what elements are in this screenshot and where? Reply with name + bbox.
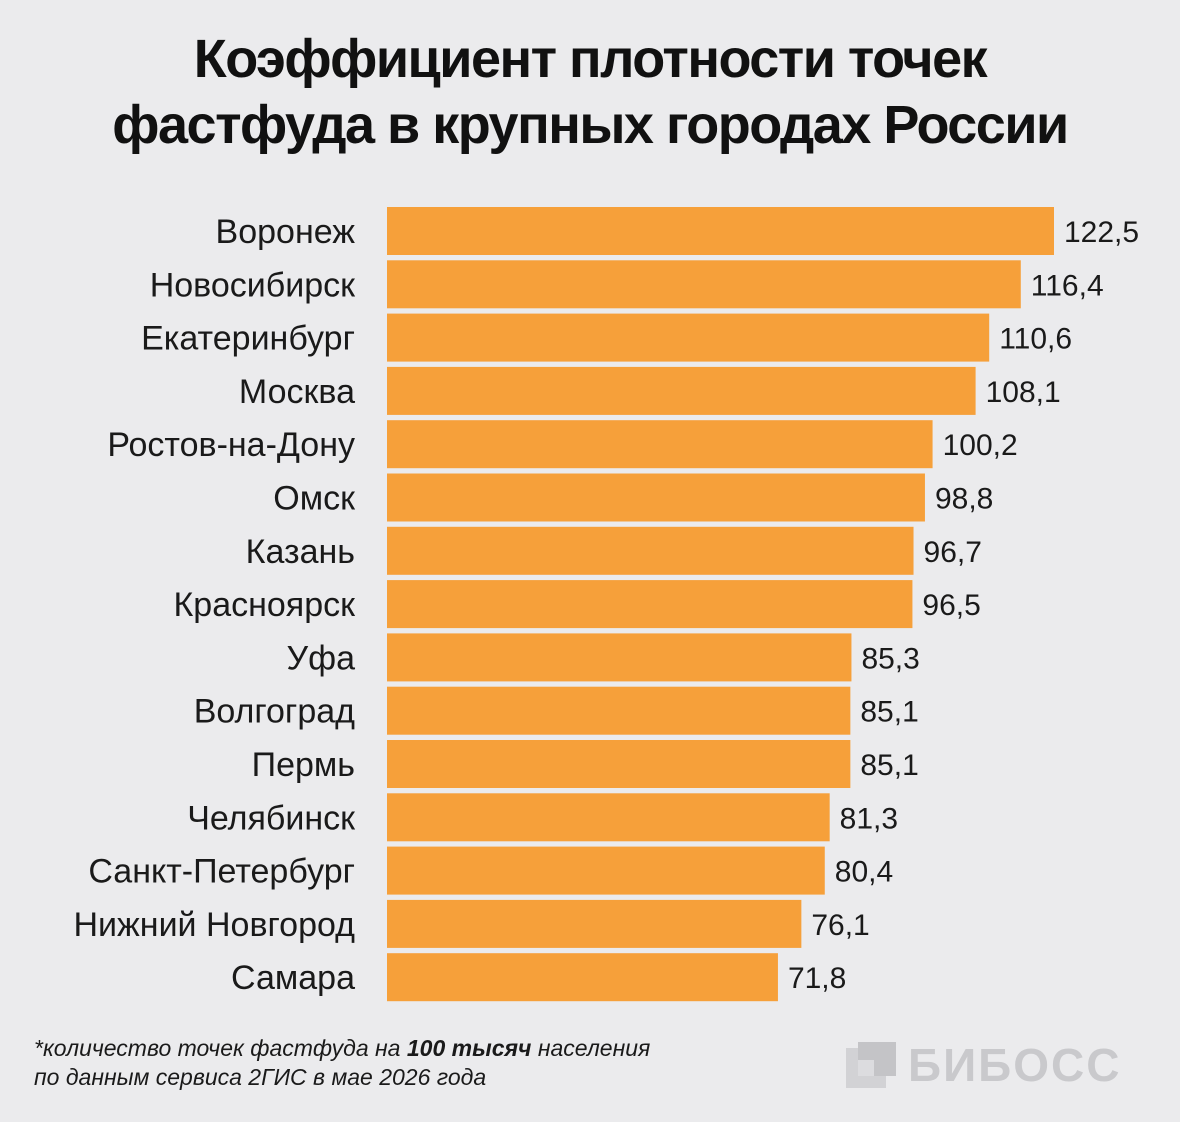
value-label: 85,1 [860,696,918,729]
value-label: 96,5 [922,589,980,622]
category-label: Ростов-на-Дону [107,426,355,464]
bar [387,260,1021,309]
chart-title: Коэффициент плотности точек фастфуда в к… [0,26,1180,158]
bar [387,420,933,469]
footnote-text-b: населения [531,1035,651,1061]
category-label: Челябинск [187,799,356,837]
value-label: 71,8 [788,962,846,995]
category-label: Волгоград [194,693,355,731]
footnote: *количество точек фастфуда на 100 тысяч … [34,1034,650,1092]
category-label: Пермь [252,746,355,784]
bibos-logo-icon [846,1042,896,1088]
bar [387,686,851,735]
value-label: 122,5 [1064,216,1139,249]
bar [387,633,852,682]
category-label: Омск [273,480,356,518]
logo-text: БИБОСС [908,1039,1122,1091]
bar [387,580,913,629]
value-label: 96,7 [924,536,982,569]
footnote-bold: 100 тысяч [406,1035,532,1061]
chart-title-line-1: Коэффициент плотности точек [193,29,988,89]
value-label: 98,8 [935,483,993,516]
value-label: 85,1 [860,749,918,782]
category-label: Москва [239,373,355,411]
value-label: 116,4 [1031,269,1104,302]
category-label: Уфа [287,639,356,677]
value-label: 76,1 [811,909,869,942]
value-label: 108,1 [986,376,1061,409]
bar [387,473,925,522]
footnote-line-1: *количество точек фастфуда на 100 тысяч … [34,1034,650,1063]
bar [387,953,778,1002]
value-label: 110,6 [999,323,1072,356]
category-label: Нижний Новгород [74,906,356,944]
category-label: Красноярск [173,586,356,624]
bar [387,313,990,362]
category-label: Санкт-Петербург [88,853,355,891]
category-label: Воронеж [216,213,356,251]
value-label: 81,3 [840,802,898,835]
bar [387,793,830,842]
value-label: 100,2 [943,429,1018,462]
footnote-text-a: *количество точек фастфуда на [34,1035,407,1061]
bar [387,366,976,415]
category-label: Самара [231,959,355,997]
bar [387,846,825,895]
category-label: Екатеринбург [141,320,355,358]
bar [387,740,851,788]
category-label: Казань [246,533,355,571]
bar [387,526,914,575]
chart-title-line-2: фастфуда в крупных городах России [112,95,1069,155]
category-label: Новосибирск [150,266,356,304]
footnote-line-2: по данным сервиса 2ГИС в мае 2026 года [34,1064,487,1090]
bar [387,899,802,948]
bar [387,207,1054,255]
logo: БИБОСС [846,1038,1121,1092]
value-label: 85,3 [861,642,919,675]
value-label: 80,4 [835,856,893,889]
